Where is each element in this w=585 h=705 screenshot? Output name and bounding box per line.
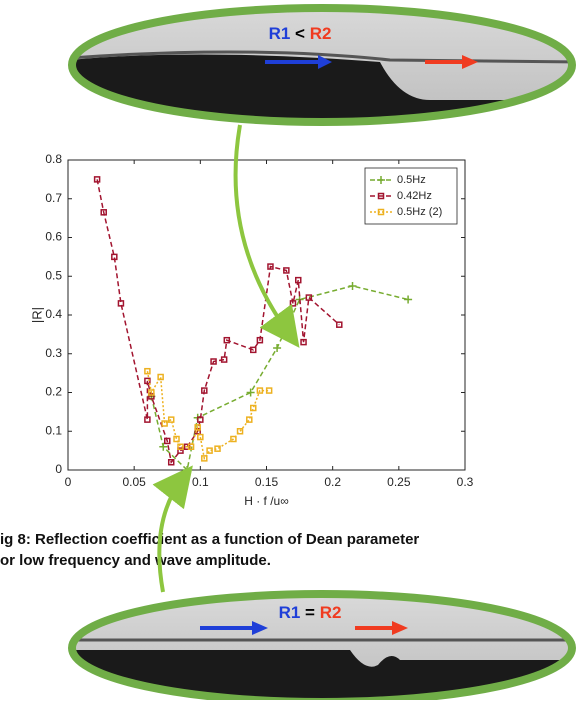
point — [206, 447, 213, 454]
annotation: R1 < R2 — [269, 24, 332, 43]
legend-marker — [377, 208, 385, 216]
point — [214, 445, 221, 452]
point — [295, 276, 302, 284]
point — [230, 435, 237, 443]
x-tick-label: 0.25 — [387, 475, 411, 489]
annotation-r2: R2 — [310, 24, 332, 43]
legend-label: 0.42Hz — [397, 190, 432, 202]
caption-line: ig 8: Reflection coefficient as a functi… — [0, 531, 419, 548]
y-tick-label: 0.7 — [45, 191, 62, 205]
point — [100, 209, 107, 216]
blue-arrow-head — [252, 621, 268, 635]
y-tick-label: 0.1 — [45, 423, 62, 437]
bottom-photo — [74, 596, 570, 700]
point — [167, 416, 175, 423]
plot: 0 0.05 0.1 0.15 0.2 0.25 0.3 0 0.1 0.2 0.3 0.4 0.5 0.… — [29, 152, 473, 508]
caption-line: or low frequency and wave amplitude. — [0, 552, 271, 569]
point — [336, 321, 343, 328]
pointer-arrow — [233, 124, 300, 348]
point — [159, 442, 168, 451]
annotation-op: = — [305, 603, 315, 622]
point — [187, 443, 195, 450]
top-photo — [74, 10, 570, 120]
x-tick-label: 0.1 — [192, 475, 209, 489]
point — [111, 253, 118, 261]
point — [144, 367, 151, 375]
point — [300, 338, 307, 346]
x-tick-label: 0.2 — [324, 475, 341, 489]
y-tick-label: 0.3 — [45, 346, 62, 360]
red-arrow-head — [462, 55, 478, 69]
point — [201, 387, 208, 394]
point — [220, 356, 228, 363]
point — [157, 373, 164, 381]
legend-label: 0.5Hz (2) — [397, 206, 442, 218]
x-tick-label: 0.15 — [255, 475, 279, 489]
legend-marker — [377, 192, 385, 200]
x-tick-label: 0 — [65, 475, 72, 489]
point — [167, 459, 175, 466]
annotation: R1 = R2 — [279, 603, 342, 622]
point — [256, 387, 264, 394]
x-tick-label: 0.3 — [457, 475, 474, 489]
point — [305, 294, 313, 301]
point — [267, 263, 274, 270]
x-tick-label: 0.05 — [122, 475, 146, 489]
y-axis-label: |R| — [29, 307, 44, 323]
point — [250, 404, 257, 412]
blue-arrow-head — [318, 55, 332, 69]
x-axis-label: H · f /u∞ — [244, 494, 289, 508]
annotation-r1: R1 — [269, 24, 291, 43]
point — [236, 428, 244, 435]
pointer-arrow — [152, 465, 193, 593]
point — [201, 455, 208, 462]
point — [117, 300, 125, 307]
point — [283, 267, 290, 274]
series-line — [150, 285, 409, 472]
point — [173, 435, 180, 443]
point — [164, 437, 171, 445]
legend-marker — [377, 176, 385, 184]
point — [161, 420, 168, 427]
point — [177, 443, 184, 450]
point — [246, 416, 253, 423]
annotation-r1: R1 — [279, 603, 301, 622]
point — [223, 336, 231, 344]
top-photo-frame — [68, 4, 576, 126]
point — [404, 295, 413, 304]
y-tick-label: 0.2 — [45, 385, 62, 399]
point — [265, 387, 273, 394]
point — [177, 447, 184, 454]
legend-label: 0.5Hz — [397, 174, 426, 186]
y-tick-label: 0.4 — [45, 307, 62, 321]
point — [93, 176, 101, 183]
point — [250, 346, 257, 354]
point — [194, 424, 201, 431]
y-tick-label: 0 — [55, 462, 62, 476]
y-tick-label: 0.6 — [45, 230, 62, 244]
annotation-r2: R2 — [320, 603, 342, 622]
point — [246, 388, 255, 397]
point — [210, 358, 217, 365]
y-tick-label: 0.8 — [45, 152, 62, 166]
point — [144, 416, 151, 423]
point — [148, 389, 155, 396]
annotation-op: < — [295, 24, 305, 43]
point — [197, 416, 204, 423]
point — [348, 281, 357, 290]
series-line — [96, 179, 340, 465]
red-arrow-head — [392, 621, 408, 635]
point — [183, 443, 191, 450]
point — [197, 433, 204, 441]
y-tick-label: 0.5 — [45, 268, 62, 282]
